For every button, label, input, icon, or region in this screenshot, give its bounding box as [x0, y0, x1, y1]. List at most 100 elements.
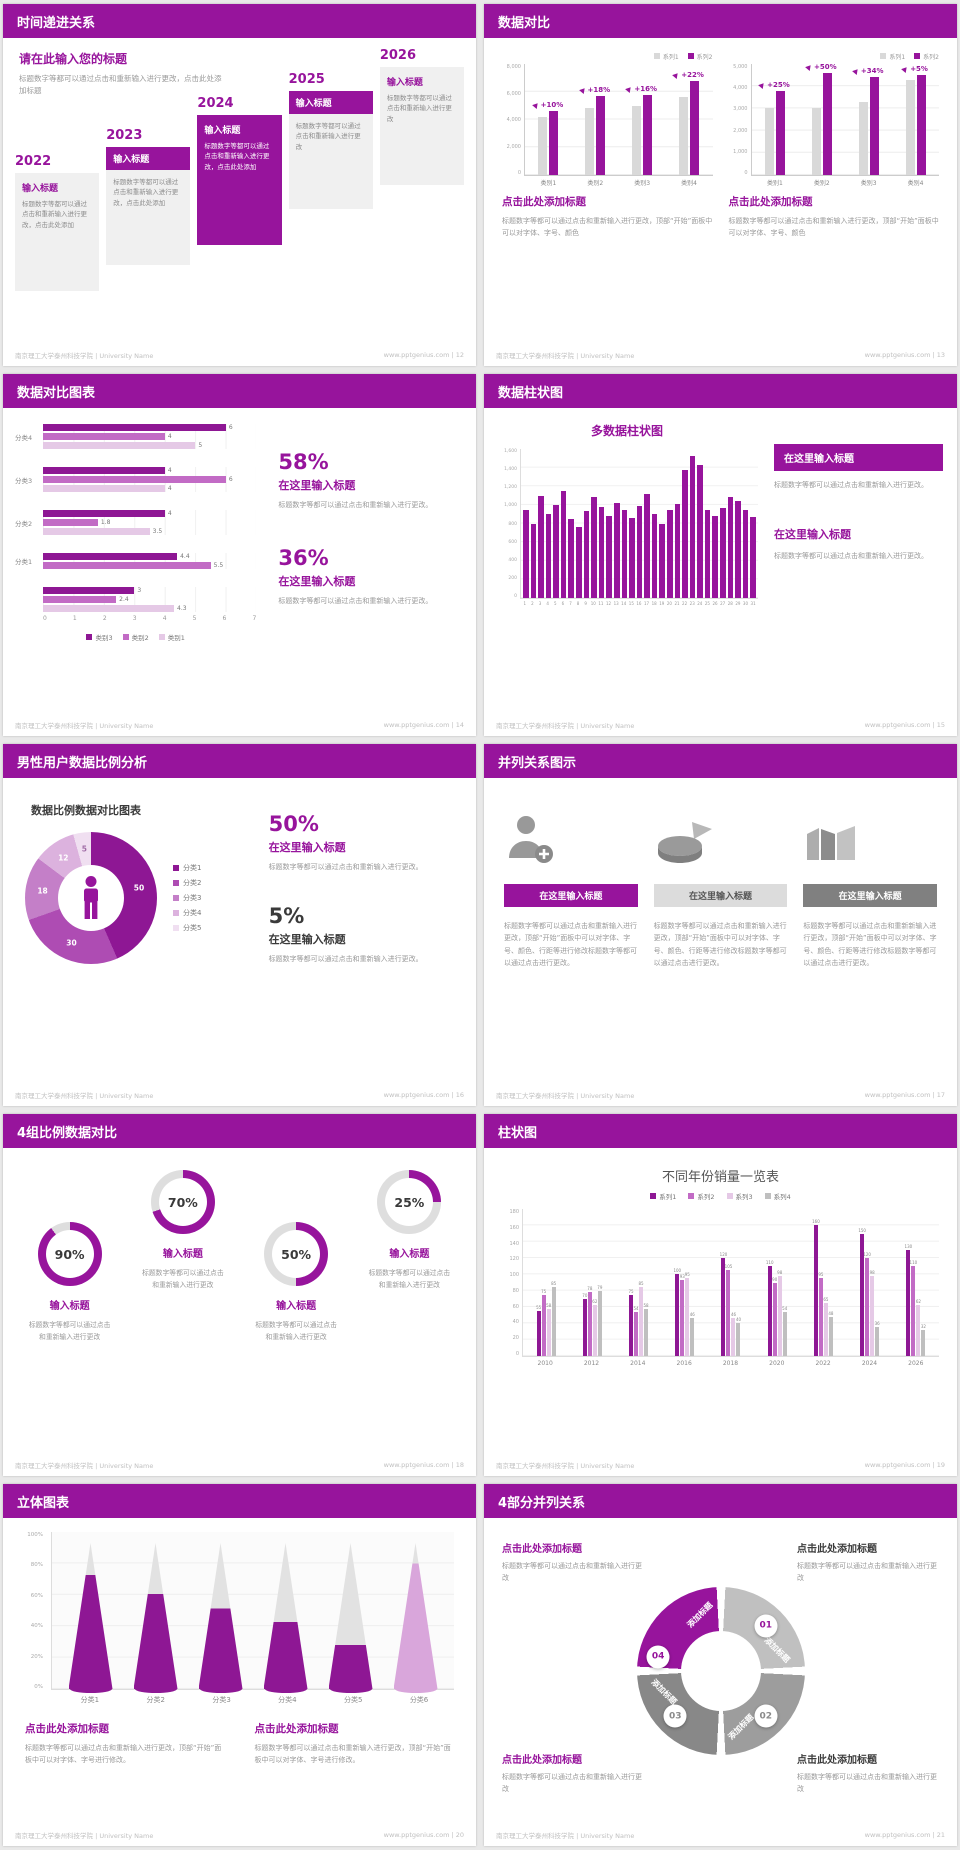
legend-item: 分类2	[173, 878, 201, 888]
ring-stat: 25% 输入标题 标题数字等都可以通过点击和重新输入进行更改	[357, 1170, 462, 1454]
bar-group: 分类2 4 1.8 3.5	[15, 510, 257, 535]
value-label: 160	[812, 1219, 820, 1225]
stats-panel: 50% 在这里输入标题 标题数字等都可以通过点击和重新输入进行更改。 5% 在这…	[259, 796, 462, 1084]
bar-group: +5% 类别4	[892, 63, 939, 187]
timeline-milestone: 2026 输入标题 标题数字等都可以通过点击和重新输入进行更改	[379, 48, 465, 185]
ring-percentage: 70%	[158, 1178, 207, 1226]
bar-group: 分类4 6 4 5	[15, 424, 257, 449]
milestone-year: 2026	[379, 48, 416, 63]
legend-item: 类别3	[86, 632, 113, 642]
parallel-column: 在这里输入标题 标题数字等都可以通过点击和重新输入进行更改，顶部“开始”面板中可…	[504, 808, 638, 1084]
value-label: 3.5	[152, 528, 163, 535]
x-tick: 27	[720, 601, 726, 606]
x-tick: 2012	[583, 1360, 600, 1367]
milestone-title: 输入标题	[106, 147, 191, 170]
stat-percentage: 36%	[278, 545, 329, 570]
bar: 54	[634, 1306, 639, 1356]
slice-value: 5	[81, 844, 87, 854]
x-tick: 9	[584, 601, 587, 606]
value-label: 95	[684, 1272, 690, 1278]
intro-title: 请在此输入您的标题	[19, 52, 128, 66]
slide-title: 4组比例数据对比	[17, 1125, 118, 1141]
slide-data-comparison[interactable]: 数据对比 系列1 系列2 8,000 6,000 4,000 2,000 0 +10% 类别1 +…	[484, 4, 957, 366]
slide-bar-chart[interactable]: 柱状图 不同年份销量一览表 系列1 系列2 系列3 系列4 180 160 140 120 1…	[484, 1114, 957, 1476]
series1-bar	[679, 97, 689, 175]
value-label: 79	[597, 1285, 603, 1291]
text-blocks-row: 点击此处添加标题 标题数字等都可以通过点击和重新输入进行更改，顶部“开始”面板中…	[21, 1721, 458, 1767]
bar: 58	[644, 1303, 649, 1356]
progress-ring: 25%	[377, 1170, 442, 1234]
slide-four-part-relation[interactable]: 4部分并列关系 添加标题 01 添加标题 02 添加标题 03 添加标题 04 点击此处添加标…	[484, 1484, 957, 1846]
stat-block: 50% 在这里输入标题 标题数字等都可以通过点击和重新输入进行更改。	[269, 812, 462, 874]
footer-page: www.pptgenius.com | 15	[864, 721, 945, 729]
value-label: 62	[915, 1299, 921, 1305]
stat-block: 5% 在这里输入标题 标题数字等都可以通过点击和重新输入进行更改。	[269, 904, 462, 966]
bar: 160	[812, 1219, 820, 1356]
y-tick: 800	[508, 521, 517, 527]
comparison-chart-left: 系列1 系列2 8,000 6,000 4,000 2,000 0 +10% 类别1 +18% 类别…	[494, 50, 721, 344]
bar	[43, 467, 165, 474]
icon-wrap	[803, 808, 937, 868]
plot-area: +10% 类别1 +18% 类别2 +16% 类别3 +22% 类别4	[524, 64, 713, 187]
bar-group: 70 78 62 79	[569, 1209, 615, 1356]
bar	[659, 523, 665, 598]
slide-header: 男性用户数据比例分析	[3, 744, 476, 778]
ring-description: 标题数字等都可以通过点击和重新输入进行更改	[368, 1269, 451, 1289]
series1-bar	[585, 108, 595, 175]
slide-comparison-chart[interactable]: 数据对比图表 分类4 6 4 5 分类3 4 6 4 分类2 4 1.8 3.5 分类1 4.4 5.5 3 2…	[3, 374, 476, 736]
growth-label: +34%	[845, 65, 892, 75]
slide-title: 时间递进关系	[17, 15, 96, 31]
timeline-milestone: 2023 输入标题 标题数字等都可以通过点击和重新输入进行更改，点击此处添加	[106, 128, 191, 265]
text-block-top-right: 点击此处添加标题 标题数字等都可以通过点击和重新输入进行更改	[797, 1540, 939, 1585]
x-axis: 分类1 分类2 分类3 分类4 分类5 分类6	[51, 1695, 458, 1705]
value-label: 58	[643, 1302, 649, 1308]
x-category-label: 类别2	[813, 180, 830, 187]
bar-group: 160 95 65 48	[800, 1209, 846, 1356]
legend-swatch	[726, 1193, 733, 1199]
x-tick: 2018	[722, 1360, 739, 1367]
bar: 110	[766, 1260, 774, 1356]
slide-male-ratio-analysis[interactable]: 男性用户数据比例分析 数据比例数据对比图表 50 30 18 12 5 分类1 分类2 分类…	[3, 744, 476, 1106]
legend-item: 系列2	[687, 52, 713, 61]
cone	[133, 1543, 178, 1693]
slide-column-chart[interactable]: 数据柱状图 多数据柱状图 1,600 1,400 1,200 1,000 800 600 4…	[484, 374, 957, 736]
value-label: 105	[724, 1264, 733, 1270]
slide-footer: 南京理工大学泰州科技学院 | University Name www.pptge…	[3, 1824, 476, 1846]
chart-legend: 分类1 分类2 分类3 分类4 分类5	[173, 863, 201, 933]
slide-time-progression[interactable]: 时间递进关系 2022 输入标题 标题数字等都可以通过点击和重新输入进行更改，点击此…	[3, 4, 476, 366]
slide-parallel-relation[interactable]: 并列关系图示 在这里输入标题 标题数字等都可以通过点击和重新输入进行更改，顶部“…	[484, 744, 957, 1106]
column-body: 标题数字等都可以通过点击和重新输入进行更改，顶部“开始”面板中可以对字体、字号、…	[504, 922, 637, 967]
footer-org: 南京理工大学泰州科技学院 | University Name	[496, 352, 635, 360]
paired-bar-chart: 5,000 4,000 3,000 2,000 1,000 0 +25% 类别1 +50% 类别2…	[729, 60, 939, 187]
footer-org: 南京理工大学泰州科技学院 | University Name	[15, 722, 154, 730]
grouped-bar-chart: 180 160 140 120 100 80 60 40 20 0 55 75 58 85 70 78 62 79…	[502, 1209, 939, 1367]
bar	[666, 509, 673, 598]
timeline-milestone: 2022 输入标题 标题数字等都可以通过点击和重新输入进行更改，点击此处添加	[15, 154, 100, 291]
ring-stat: 90% 输入标题 标题数字等都可以通过点击和重新输入进行更改	[17, 1222, 122, 1454]
segment-number: 01	[754, 1614, 778, 1638]
y-tick: 0	[517, 170, 521, 176]
bar	[568, 518, 575, 598]
bar	[43, 587, 135, 594]
legend-label: 系列4	[773, 1193, 791, 1201]
bar: 95	[818, 1272, 823, 1356]
growth-label: +22%	[666, 68, 713, 79]
x-category-label: 分类6	[409, 1696, 429, 1704]
legend-item: 类别2	[122, 632, 149, 642]
y-tick: 2,000	[506, 143, 521, 150]
slide-four-ratio-comparison[interactable]: 4组比例数据对比 90% 输入标题 标题数字等都可以通过点击和重新输入进行更改 70%…	[3, 1114, 476, 1476]
bar	[720, 507, 726, 598]
x-tick: 31	[750, 601, 756, 606]
growth-value: +18%	[587, 85, 611, 94]
growth-label: +10%	[525, 99, 572, 109]
building-3d-icon	[807, 826, 856, 860]
stat-body: 标题数字等都可以通过点击和重新输入进行更改。	[278, 596, 433, 605]
slide-3d-chart[interactable]: 立体图表 100% 80% 60% 40% 20% 0% 分类1 分类2 分类3 分类4 分类5 分…	[3, 1484, 476, 1846]
bar	[560, 490, 567, 598]
bar: 46	[731, 1312, 736, 1356]
slide-footer: 南京理工大学泰州科技学院 | University Name www.pptge…	[3, 714, 476, 736]
slide-footer: 南京理工大学泰州科技学院 | University Name www.pptge…	[3, 1084, 476, 1106]
series1-bar	[538, 116, 548, 175]
x-tick: 5	[192, 615, 197, 622]
stat-title: 在这里输入标题	[268, 841, 346, 854]
